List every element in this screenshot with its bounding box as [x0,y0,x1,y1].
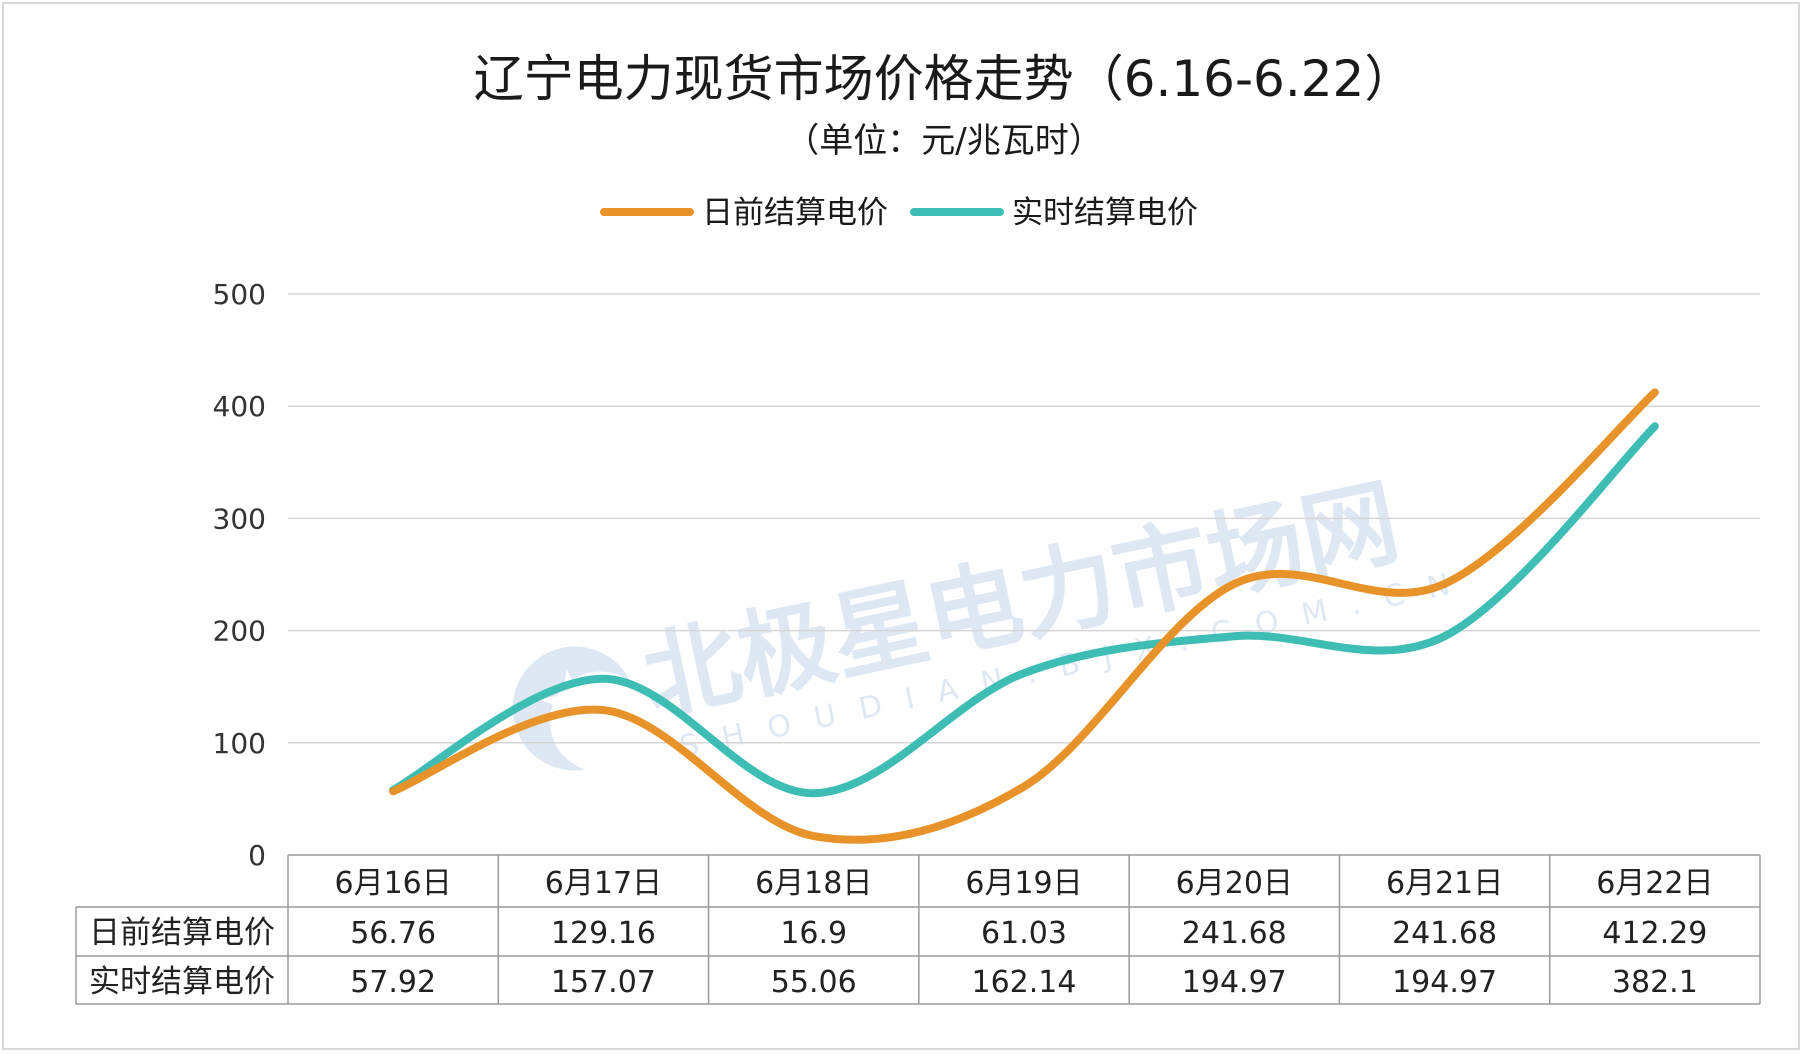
legend: 日前结算电价 实时结算电价 [600,195,1198,231]
table-cell: 194.97 [1182,965,1287,1000]
watermark: 北极星电力市场网 SHOUDIAN.BJX.COM.CN [512,466,1477,772]
table-cell: 382.1 [1612,965,1698,1000]
x-tick-label: 6月21日 [1386,866,1503,901]
table-cell: 16.9 [780,916,847,951]
series-line-real-time [389,422,1659,798]
y-tick-label: 0 [248,839,266,872]
y-tick-label: 200 [213,615,266,648]
y-tick-label: 500 [213,278,266,311]
y-axis: 0 100 200 300 400 500 [213,278,266,872]
y-tick-label: 100 [213,727,266,760]
legend-label-day-ahead: 日前结算电价 [702,195,888,231]
x-tick-label: 6月17日 [545,866,662,901]
table-cell: 194.97 [1392,965,1497,1000]
table-cell: 61.03 [981,916,1067,951]
x-tick-label: 6月20日 [1176,866,1293,901]
y-tick-label: 400 [213,390,266,423]
series-line-day-ahead [389,388,1659,844]
x-tick-label: 6月22日 [1596,866,1713,901]
table-row-header: 日前结算电价 [89,915,275,951]
y-tick-label: 300 [213,502,266,535]
table-cell: 55.06 [771,965,857,1000]
x-tick-label: 6月16日 [335,866,452,901]
table-cell: 57.92 [350,965,436,1000]
table-cell: 162.14 [972,965,1077,1000]
table-row-header: 实时结算电价 [89,964,275,1000]
table-cell: 412.29 [1602,916,1707,951]
table-cell: 157.07 [551,965,656,1000]
gridlines [288,293,1760,744]
chart-subtitle: （单位：元/兆瓦时） [785,121,1102,161]
legend-label-real-time: 实时结算电价 [1012,195,1198,231]
x-tick-label: 6月19日 [965,866,1082,901]
table-cell: 129.16 [551,916,656,951]
x-tick-label: 6月18日 [755,866,872,901]
chart-title: 辽宁电力现货市场价格走势（6.16-6.22） [474,50,1415,108]
table-cell: 241.68 [1392,916,1497,951]
table-cell: 56.76 [350,916,436,951]
data-table: 6月16日 6月17日 6月18日 6月19日 6月20日 6月21日 6月22日日前结算电… [75,854,1761,1005]
line-chart: 辽宁电力现货市场价格走势（6.16-6.22） （单位：元/兆瓦时） 日前结算电… [75,50,1761,1005]
series-lines [389,388,1659,844]
table-cell: 241.68 [1182,916,1287,951]
